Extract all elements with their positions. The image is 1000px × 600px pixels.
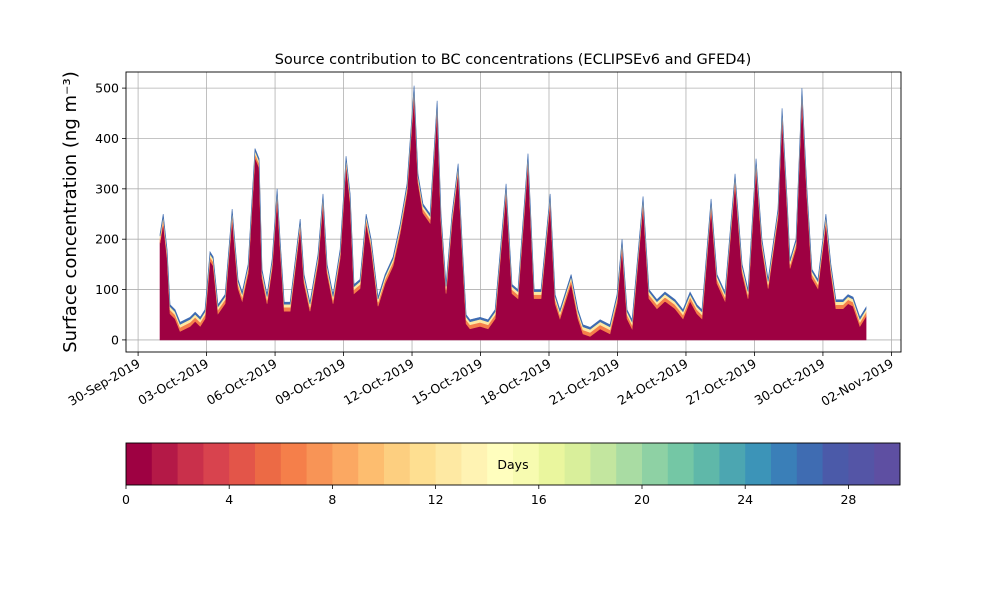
colorbar-swatch [306, 443, 333, 485]
colorbar-swatch [642, 443, 669, 485]
colorbar-swatch [874, 443, 901, 485]
y-tick-label: 0 [111, 332, 119, 347]
colorbar-tick-label: 24 [737, 492, 753, 507]
colorbar-swatch [177, 443, 204, 485]
colorbar-swatch [358, 443, 385, 485]
colorbar-swatch [771, 443, 798, 485]
colorbar-swatch [667, 443, 695, 485]
colorbar-swatch [435, 443, 462, 485]
y-tick-label: 300 [95, 181, 119, 196]
colorbar-tick-label: 28 [840, 492, 856, 507]
y-tick-label: 400 [95, 131, 119, 146]
colorbar-tick-label: 0 [122, 492, 130, 507]
x-tick-label: 30-Oct-2019 [752, 356, 828, 408]
x-tick-label: 24-Oct-2019 [615, 356, 691, 408]
x-tick-label: 09-Oct-2019 [272, 356, 348, 408]
y-tick-label: 200 [95, 232, 119, 247]
x-tick-label: 18-Oct-2019 [478, 356, 554, 408]
colorbar-swatch [332, 443, 359, 485]
colorbar-swatch [822, 443, 849, 485]
colorbar-swatch [564, 443, 591, 485]
colorbar-frame [125, 442, 901, 486]
colorbar-swatch [590, 443, 617, 485]
colorbar-swatch [745, 443, 772, 485]
x-tick-label: 03-Oct-2019 [135, 356, 211, 408]
y-tick-label: 500 [95, 81, 119, 96]
colorbar-swatch [126, 443, 153, 485]
plot-frame [125, 71, 902, 353]
colorbar-swatch [616, 443, 643, 485]
colorbar-swatch [513, 443, 540, 485]
colorbar-swatch [796, 443, 824, 485]
y-tick-label: 100 [95, 282, 119, 297]
colorbar-swatch [719, 443, 746, 485]
colorbar-swatch [538, 443, 566, 485]
colorbar-swatch [255, 443, 282, 485]
x-tick-label: 02-Nov-2019 [818, 356, 896, 409]
x-tick-label: 12-Oct-2019 [341, 356, 417, 408]
x-tick-label: 15-Oct-2019 [409, 356, 485, 408]
colorbar-swatch [693, 443, 720, 485]
colorbar-tick-label: 16 [531, 492, 547, 507]
y-axis-label: Surface concentration (ng m⁻³) [60, 71, 81, 353]
x-tick-label: 21-Oct-2019 [546, 356, 622, 408]
colorbar-tick-label: 8 [328, 492, 336, 507]
area-layer [159, 85, 867, 330]
colorbar-tick-label: 4 [225, 492, 233, 507]
colorbar-swatch [848, 443, 875, 485]
chart-title: Source contribution to BC concentrations… [275, 52, 752, 68]
x-tick-label: 27-Oct-2019 [683, 356, 759, 408]
colorbar-swatch [461, 443, 488, 485]
colorbar-swatch [384, 443, 411, 485]
colorbar-swatch [409, 443, 437, 485]
colorbar-tick-label: 12 [428, 492, 444, 507]
colorbar-swatch [487, 443, 514, 485]
x-tick-label: 06-Oct-2019 [204, 356, 280, 408]
colorbar-tick-label: 20 [634, 492, 650, 507]
colorbar-swatch [203, 443, 230, 485]
colorbar-swatch [151, 443, 179, 485]
x-tick-label: 30-Sep-2019 [66, 356, 143, 409]
colorbar-swatch [229, 443, 256, 485]
colorbar-label: Days [497, 457, 528, 472]
colorbar-swatch [280, 443, 308, 485]
